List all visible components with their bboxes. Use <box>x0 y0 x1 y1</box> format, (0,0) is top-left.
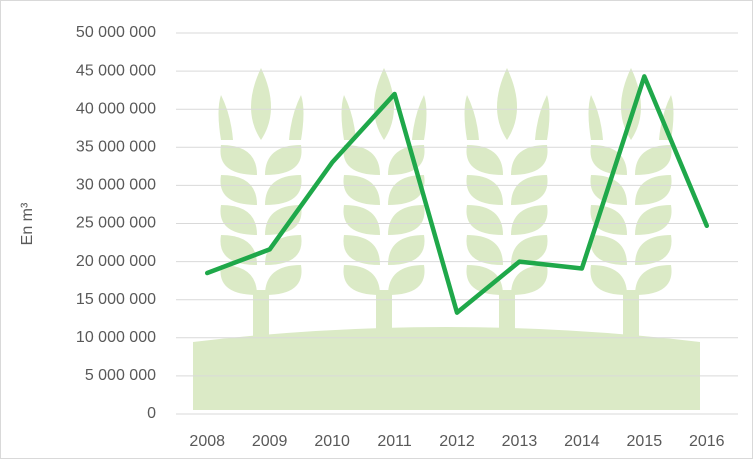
x-tick-label: 2016 <box>689 433 725 450</box>
x-tick-label: 2010 <box>314 433 350 450</box>
wheat-illustration <box>193 68 700 410</box>
grain <box>590 265 627 295</box>
grain <box>343 235 380 265</box>
y-tick-label: 0 <box>147 405 156 422</box>
grain <box>388 265 425 295</box>
y-tick-label: 40 000 000 <box>76 100 156 117</box>
grid <box>176 32 738 415</box>
grain <box>220 205 257 235</box>
grain <box>635 265 672 295</box>
x-tick-label: 2015 <box>627 433 663 450</box>
grain <box>220 265 257 295</box>
grain <box>265 205 302 235</box>
grain <box>265 175 302 205</box>
awn <box>464 95 479 140</box>
grain <box>635 235 672 265</box>
grain <box>388 175 425 205</box>
grain <box>590 235 627 265</box>
grain <box>343 205 380 235</box>
awn <box>341 95 356 140</box>
grain <box>388 235 425 265</box>
field <box>193 327 700 410</box>
stem <box>623 290 639 338</box>
y-tick-label: 15 000 000 <box>76 291 156 308</box>
awn <box>412 95 427 140</box>
grain <box>220 175 257 205</box>
grain <box>265 145 302 175</box>
stem <box>499 290 515 338</box>
awn <box>588 95 603 140</box>
grain <box>635 205 672 235</box>
y-tick-label: 45 000 000 <box>76 62 156 79</box>
x-tick-label: 2008 <box>189 433 225 450</box>
grain <box>497 68 517 140</box>
grain <box>466 235 503 265</box>
y-tick-label: 25 000 000 <box>76 215 156 232</box>
y-tick-label: 30 000 000 <box>76 177 156 194</box>
x-tick-label: 2013 <box>502 433 538 450</box>
grain <box>511 175 548 205</box>
y-tick-label: 5 000 000 <box>85 367 156 384</box>
y-axis-label: En m³ <box>19 202 36 245</box>
grain <box>251 68 271 140</box>
y-tick-label: 50 000 000 <box>76 24 156 41</box>
y-tick-label: 20 000 000 <box>76 253 156 270</box>
grain <box>343 145 380 175</box>
grain <box>635 145 672 175</box>
awn <box>289 95 304 140</box>
awn <box>535 95 550 140</box>
grain <box>466 175 503 205</box>
awn <box>659 95 674 140</box>
stem <box>253 290 269 338</box>
grain <box>511 235 548 265</box>
grain <box>343 175 380 205</box>
grain <box>265 265 302 295</box>
awn <box>218 95 233 140</box>
grain <box>511 265 548 295</box>
grain <box>388 205 425 235</box>
y-tick-label: 35 000 000 <box>76 139 156 156</box>
grain <box>466 205 503 235</box>
x-tick-label: 2014 <box>564 433 600 450</box>
x-tick-label: 2012 <box>439 433 475 450</box>
grain <box>220 145 257 175</box>
grain <box>635 175 672 205</box>
grain <box>466 265 503 295</box>
x-tick-label: 2011 <box>377 433 412 450</box>
grain <box>343 265 380 295</box>
grain <box>466 145 503 175</box>
stem <box>376 290 392 338</box>
grain <box>621 68 641 140</box>
y-tick-label: 10 000 000 <box>76 329 156 346</box>
x-tick-label: 2009 <box>252 433 288 450</box>
data-line <box>204 74 710 315</box>
grain <box>511 205 548 235</box>
grain <box>511 145 548 175</box>
